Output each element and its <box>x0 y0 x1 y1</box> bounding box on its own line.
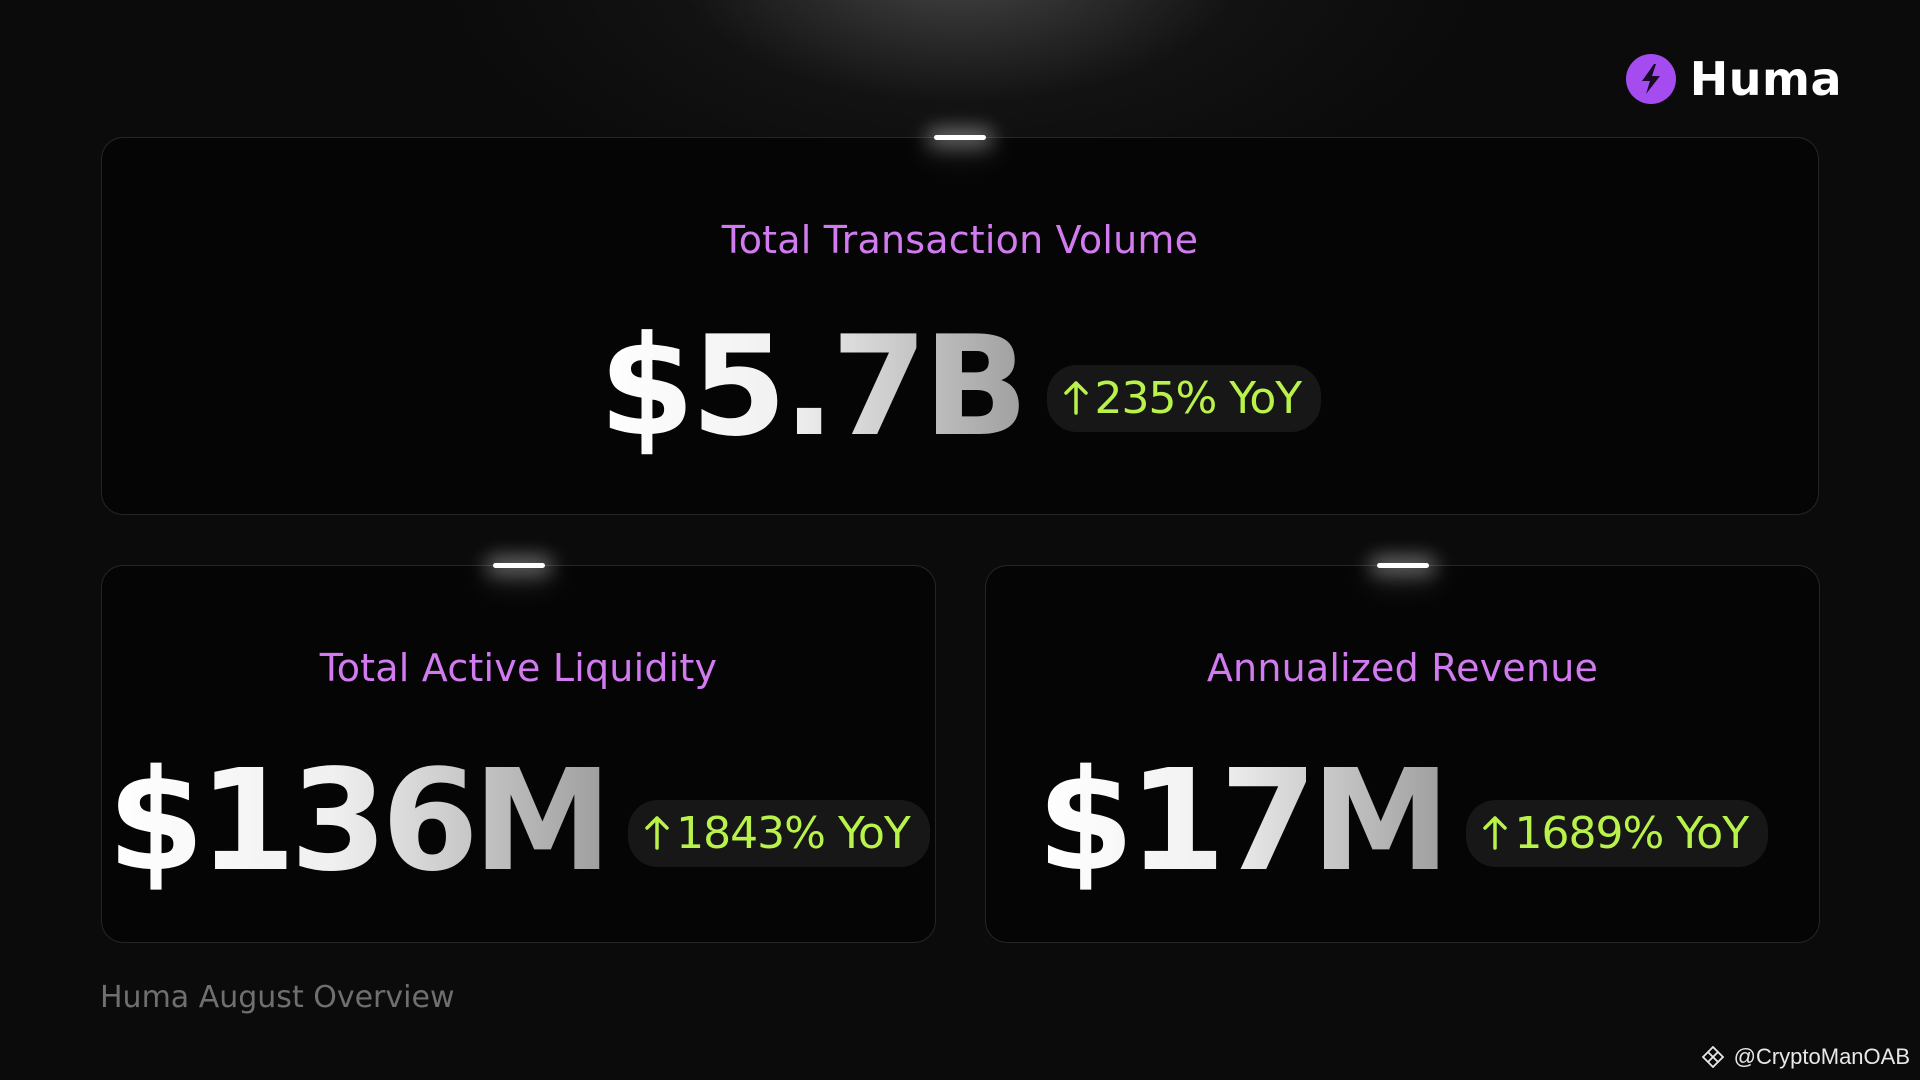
brand-logo: Huma <box>1625 52 1842 106</box>
card-glow <box>492 563 545 568</box>
metric-row: $17M 1689% YoY <box>986 752 1819 892</box>
metric-row: $5.7B 235% YoY <box>102 318 1818 456</box>
metric-value: $136M <box>107 740 612 903</box>
arrow-up-icon <box>1483 816 1508 850</box>
metric-card-active-liquidity: Total Active Liquidity $136M 1843% YoY <box>101 563 936 943</box>
growth-badge: 1843% YoY <box>628 799 930 867</box>
card-glow <box>934 135 986 140</box>
growth-badge: 1689% YoY <box>1466 799 1769 867</box>
metric-title: Total Transaction Volume <box>721 218 1199 262</box>
watermark-text: @CryptoManOAB <box>1733 1044 1910 1069</box>
diamond-logo-icon <box>1701 1046 1724 1068</box>
metric-card-transaction-volume: Total Transaction Volume $5.7B 235% YoY <box>101 135 1819 515</box>
huma-bolt-icon <box>1625 54 1676 104</box>
footer-caption: Huma August Overview <box>100 980 455 1015</box>
arrow-up-icon <box>1063 381 1088 415</box>
growth-text: 235% YoY <box>1094 372 1303 424</box>
metric-row: $136M 1843% YoY <box>102 752 935 892</box>
card-glow <box>1376 563 1429 568</box>
brand-name: Huma <box>1689 52 1842 106</box>
growth-text: 1843% YoY <box>676 807 911 859</box>
metric-value: $17M <box>1036 740 1451 903</box>
metric-title: Total Active Liquidity <box>319 646 718 690</box>
arrow-up-icon <box>645 816 669 850</box>
metric-card-annualized-revenue: Annualized Revenue $17M 1689% YoY <box>985 563 1820 943</box>
growth-badge: 235% YoY <box>1046 364 1322 432</box>
watermark: @CryptoManOAB <box>1698 1044 1910 1070</box>
growth-text: 1689% YoY <box>1514 807 1749 859</box>
metric-value: $5.7B <box>598 306 1029 467</box>
metric-title: Annualized Revenue <box>1206 646 1599 690</box>
